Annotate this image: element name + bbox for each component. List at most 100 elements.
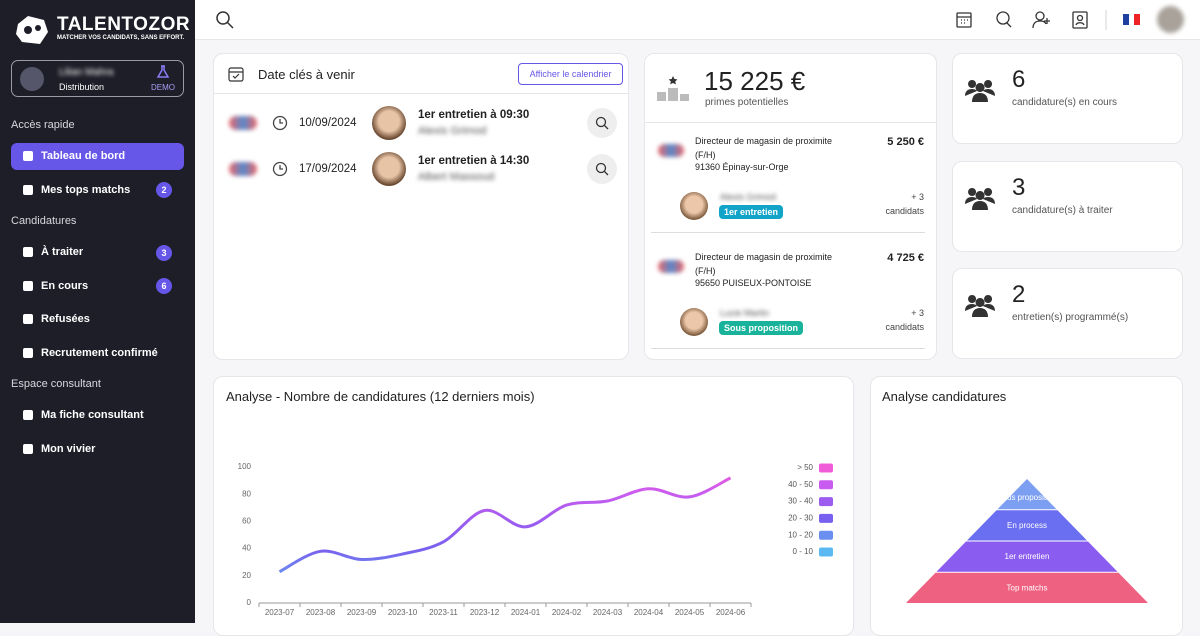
extra-label: candidats <box>885 322 924 332</box>
x-tick-label: 2023-10 <box>388 608 418 617</box>
x-tick-label: 2023-07 <box>265 608 295 617</box>
event-date: 10/09/2024 <box>299 117 357 129</box>
user-box[interactable]: Lilian Mahra Distribution DEMO <box>11 60 184 97</box>
user-avatar <box>20 67 44 91</box>
stat-icon <box>965 80 995 102</box>
nav-icon <box>23 247 33 257</box>
stat-icon <box>965 295 995 317</box>
search-icon[interactable] <box>215 10 235 30</box>
candidate-avatar <box>680 192 708 220</box>
search-handle <box>604 125 609 130</box>
nav-item[interactable]: Refusées <box>11 306 184 333</box>
y-tick-label: 60 <box>242 517 251 526</box>
icon-shape <box>23 443 33 454</box>
section-title: Accès rapide <box>11 119 75 131</box>
nav-label: Refusées <box>41 313 90 325</box>
company-logo <box>658 144 684 157</box>
status-badge: Sous proposition <box>719 321 803 335</box>
nav-icon <box>23 280 33 291</box>
nav-item[interactable]: À traiter 3 <box>11 239 184 266</box>
nav-item[interactable]: Mes tops matchs 2 <box>11 176 184 203</box>
top-icons[interactable] <box>955 10 1175 30</box>
icon-shape <box>23 247 33 257</box>
stat-icon <box>965 187 995 210</box>
brand-tagline: MATCHER VOS CANDIDATS, SANS EFFORT. <box>57 35 185 41</box>
nav-badge: 2 <box>156 182 172 198</box>
y-tick-label: 0 <box>247 598 252 607</box>
icon-shape <box>23 280 33 291</box>
nav-item[interactable]: Mon vivier <box>11 435 184 462</box>
legend-swatch[interactable] <box>819 463 833 473</box>
stat-value: 2 <box>1012 281 1026 308</box>
candidate-name: Alexis Grimod <box>418 125 487 137</box>
x-tick-label: 2023-09 <box>347 608 377 617</box>
view-button[interactable] <box>587 108 617 138</box>
stat-label: entretien(s) programmé(s) <box>1012 312 1129 323</box>
legend-label: 30 - 40 <box>788 497 813 506</box>
candidate-avatar <box>372 152 406 186</box>
clock-shape <box>272 115 288 131</box>
bonus-label: primes potentielles <box>705 97 789 108</box>
chart: 0 20 40 60 80 100 2023-07 2023-08 2023-09 2023-10… <box>238 462 833 617</box>
nav-item[interactable]: En cours 6 <box>11 272 184 299</box>
icon-shape <box>23 314 33 324</box>
x-tick-label: 2024-04 <box>634 608 664 617</box>
legend-swatch[interactable] <box>819 480 833 490</box>
company-logo <box>229 116 257 130</box>
nav-label: Ma fiche consultant <box>41 409 144 421</box>
stat-card: 2 entretien(s) programmé(s) <box>952 268 1183 359</box>
flag-fr[interactable] <box>1123 14 1140 25</box>
y-tick-label: 100 <box>238 462 252 471</box>
calendar-icon <box>228 67 244 82</box>
nav-icon <box>23 347 33 358</box>
calendar-button[interactable]: Afficher le calendrier <box>518 63 623 85</box>
legend-label: 20 - 30 <box>788 514 813 523</box>
logo-icon <box>16 16 48 44</box>
event-title: 1er entretien à 14:30 <box>418 155 530 167</box>
stat-card: 3 candidature(s) à traiter <box>952 160 1183 252</box>
line <box>278 476 732 574</box>
job-location: 95650 PUISEUX-PONTOISE <box>695 278 812 288</box>
view-button[interactable] <box>587 154 617 184</box>
event-date: 17/09/2024 <box>299 163 357 175</box>
nav-badge: 6 <box>156 278 172 294</box>
chart-card: Analyse - Nombre de candidatures (12 der… <box>213 376 854 636</box>
funnel-title: Analyse candidatures <box>882 389 1007 404</box>
extra-count: + 3 <box>911 192 924 202</box>
clock-shape <box>272 161 288 177</box>
legend-label: 10 - 20 <box>788 530 813 539</box>
status-badge: 1er entretien <box>719 205 784 219</box>
nav-item[interactable]: Tableau de bord <box>11 142 184 170</box>
job-amount: 4 725 € <box>887 252 924 264</box>
search-shape <box>595 116 607 128</box>
candidate-avatar <box>680 308 708 336</box>
y-tick-label: 40 <box>242 544 251 553</box>
icon-shape <box>23 184 33 195</box>
legend-swatch[interactable] <box>819 497 833 507</box>
nav-icon <box>23 184 33 195</box>
nav-item[interactable]: Recrutement confirmé <box>11 339 184 366</box>
funnel-stage <box>905 572 1149 603</box>
divider <box>651 232 925 233</box>
topbar <box>195 0 1200 40</box>
stat-value: 6 <box>1012 66 1026 93</box>
nav-icon <box>23 410 33 420</box>
legend-swatch[interactable] <box>819 530 833 540</box>
clock-hand <box>279 119 283 124</box>
nav-label: Mes tops matchs <box>41 183 131 196</box>
legend-swatch[interactable] <box>819 547 833 557</box>
job-location: 91360 Épinay-sur-Orge <box>695 162 789 172</box>
funnel-stage <box>997 479 1057 510</box>
upcoming-title: Date clés à venir <box>258 67 355 82</box>
account-avatar[interactable] <box>1157 6 1184 33</box>
nav-label: En cours <box>41 279 89 292</box>
nav-icon <box>23 151 33 161</box>
company-logo <box>229 162 257 176</box>
section-title: Candidatures <box>11 215 77 227</box>
section-title: Espace consultant <box>11 378 101 390</box>
candidate-name: Albert Massoud <box>418 171 495 183</box>
x-tick-label: 2024-03 <box>593 608 623 617</box>
legend-swatch[interactable] <box>819 513 833 523</box>
nav-item[interactable]: Ma fiche consultant <box>11 402 184 429</box>
